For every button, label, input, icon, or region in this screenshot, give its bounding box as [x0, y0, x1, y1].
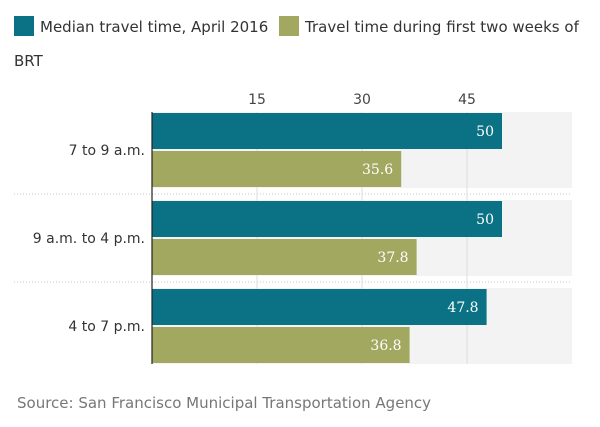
category-label: 7 to 9 a.m.: [69, 143, 145, 159]
legend: Median travel time, April 2016 Travel ti…: [14, 10, 590, 78]
data-label: 50: [476, 212, 494, 228]
bar-brt: [152, 239, 417, 275]
category-label: 4 to 7 p.m.: [68, 319, 145, 335]
legend-swatch-median: [14, 16, 34, 36]
bar-brt: [152, 327, 410, 363]
legend-label-brt: Travel time during first two weeks of BR…: [14, 18, 579, 70]
legend-item-brt: Travel time during first two weeks of BR…: [14, 16, 579, 70]
bar-median: [152, 289, 487, 325]
category-label: 9 a.m. to 4 p.m.: [33, 231, 145, 247]
data-label: 36.8: [370, 338, 401, 354]
x-tick-label: 45: [458, 92, 476, 108]
source-note: Source: San Francisco Municipal Transpor…: [17, 394, 432, 412]
data-label: 37.8: [377, 250, 408, 266]
bar-median: [152, 201, 502, 237]
bar-median: [152, 113, 502, 149]
legend-label-median: Median travel time, April 2016: [40, 18, 269, 36]
data-label: 35.6: [362, 162, 393, 178]
data-label: 50: [476, 124, 494, 140]
x-tick-label: 30: [353, 92, 371, 108]
legend-item-median: Median travel time, April 2016: [14, 16, 269, 36]
legend-swatch-brt: [279, 16, 300, 36]
bar-brt: [152, 151, 402, 187]
data-label: 47.8: [447, 300, 478, 316]
x-tick-label: 15: [248, 92, 266, 108]
